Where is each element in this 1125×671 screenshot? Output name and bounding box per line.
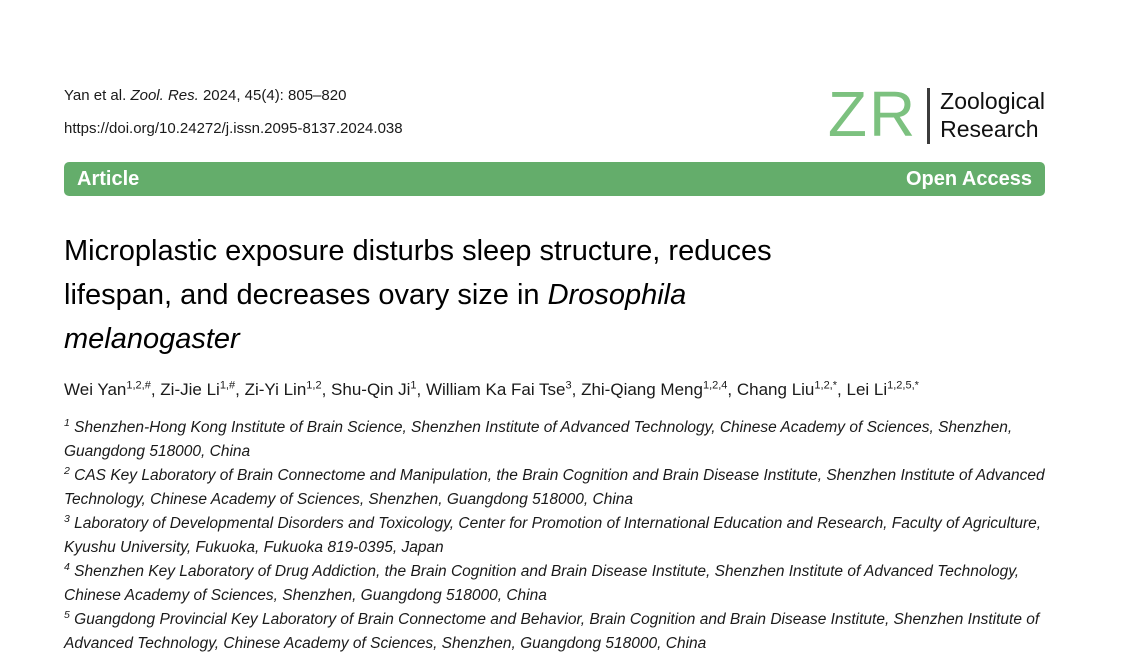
citation-block: Yan et al. Zool. Res. 2024, 45(4): 805–8… — [64, 84, 403, 139]
affiliation: 2 CAS Key Laboratory of Brain Connectome… — [64, 464, 1045, 508]
affiliation: 5 Guangdong Provincial Key Laboratory of… — [64, 608, 1040, 652]
zr-logo-mark: ZR — [827, 78, 918, 150]
logo-divider — [927, 88, 931, 144]
article-title: Microplastic exposure disturbs sleep str… — [64, 235, 772, 355]
open-access-label: Open Access — [906, 167, 1032, 190]
doi-link[interactable]: https://doi.org/10.24272/j.issn.2095-813… — [64, 120, 403, 137]
article-first-page: Yan et al. Zool. Res. 2024, 45(4): 805–8… — [64, 0, 1045, 656]
affiliation: 3 Laboratory of Developmental Disorders … — [64, 512, 1042, 556]
affiliation-list: 1 Shenzhen-Hong Kong Institute of Brain … — [64, 416, 1045, 656]
affiliation: 1 Shenzhen-Hong Kong Institute of Brain … — [64, 416, 1013, 460]
journal-name: Zoological Research — [940, 88, 1045, 142]
affiliation: 4 Shenzhen Key Laboratory of Drug Addict… — [64, 560, 1020, 604]
journal-logo: ZR Zoological Research — [827, 78, 1045, 150]
citation-line: Yan et al. Zool. Res. 2024, 45(4): 805–8… — [64, 87, 347, 104]
page-header: Yan et al. Zool. Res. 2024, 45(4): 805–8… — [64, 0, 1045, 150]
article-type-bar: Article Open Access — [64, 162, 1045, 196]
article-type-label: Article — [77, 167, 140, 190]
author-list: Wei Yan1,2,#, Zi-Jie Li1,#, Zi-Yi Lin1,2… — [64, 379, 919, 399]
